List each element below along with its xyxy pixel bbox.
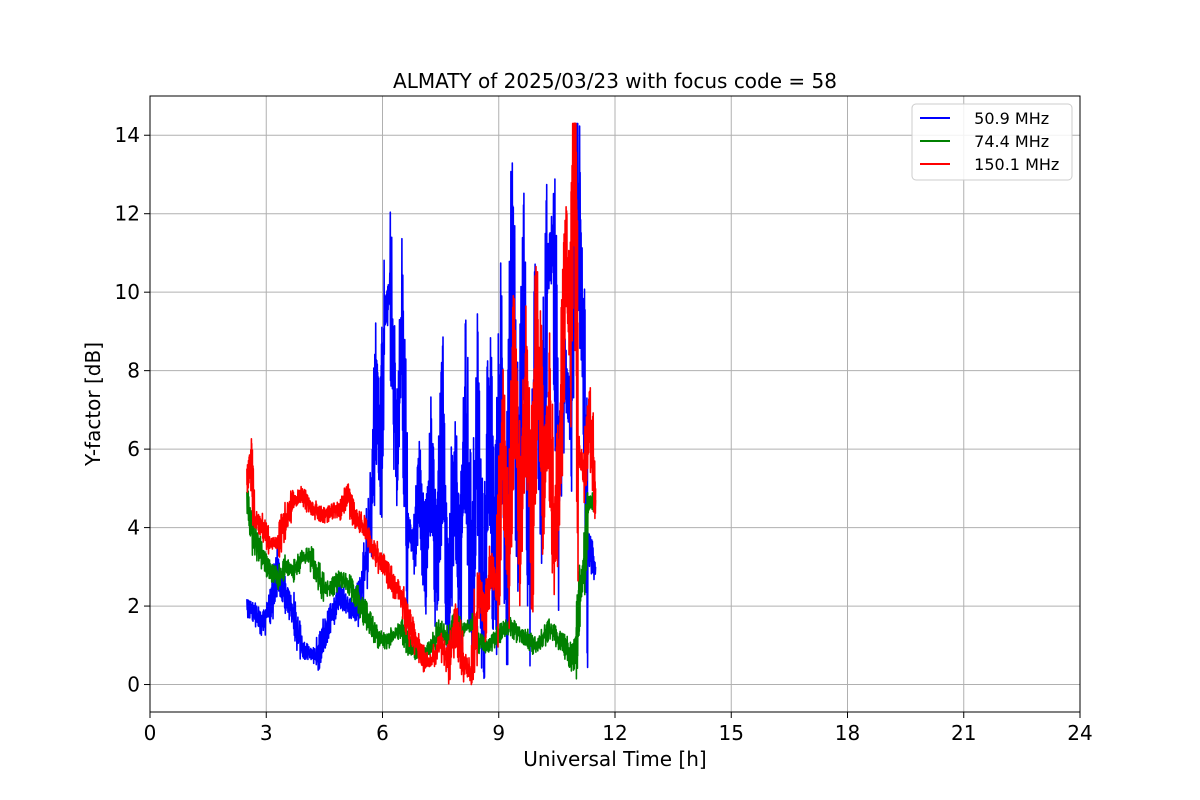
chart-title: ALMATY of 2025/03/23 with focus code = 5… [393, 69, 837, 93]
x-axis-ticks: 0 3 6 9 12 15 18 21 24 [144, 712, 1093, 745]
series-layer [246, 122, 597, 686]
x-tick-label: 0 [144, 721, 157, 745]
y-tick-label: 14 [115, 123, 140, 147]
legend-label: 74.4 MHz [964, 132, 1049, 151]
series-line-2 [246, 122, 597, 686]
x-tick-label: 3 [260, 721, 273, 745]
series-line-1 [246, 488, 597, 680]
x-tick-label: 6 [376, 721, 389, 745]
y-tick-label: 4 [127, 516, 140, 540]
y-tick-label: 2 [127, 594, 140, 618]
legend-label: 150.1 MHz [964, 155, 1059, 174]
y-tick-label: 8 [127, 359, 140, 383]
x-tick-label: 15 [719, 721, 744, 745]
y-axis-ticks: 0 2 4 6 8 10 12 14 [115, 123, 150, 697]
legend-label: 50.9 MHz [964, 109, 1049, 128]
y-tick-label: 12 [115, 202, 140, 226]
x-tick-label: 21 [951, 721, 976, 745]
x-axis-label: Universal Time [h] [523, 747, 706, 771]
x-tick-label: 24 [1067, 721, 1092, 745]
y-tick-label: 0 [127, 673, 140, 697]
grid [150, 96, 1080, 712]
y-tick-label: 6 [127, 437, 140, 461]
x-tick-label: 18 [835, 721, 860, 745]
legend-box [911, 103, 1073, 181]
x-tick-label: 9 [492, 721, 505, 745]
y-tick-label: 10 [115, 280, 140, 304]
x-tick-label: 12 [602, 721, 627, 745]
y-axis-label: Y-factor [dB] [81, 342, 105, 467]
legend: 50.9 MHz 74.4 MHz 150.1 MHz [911, 103, 1073, 181]
